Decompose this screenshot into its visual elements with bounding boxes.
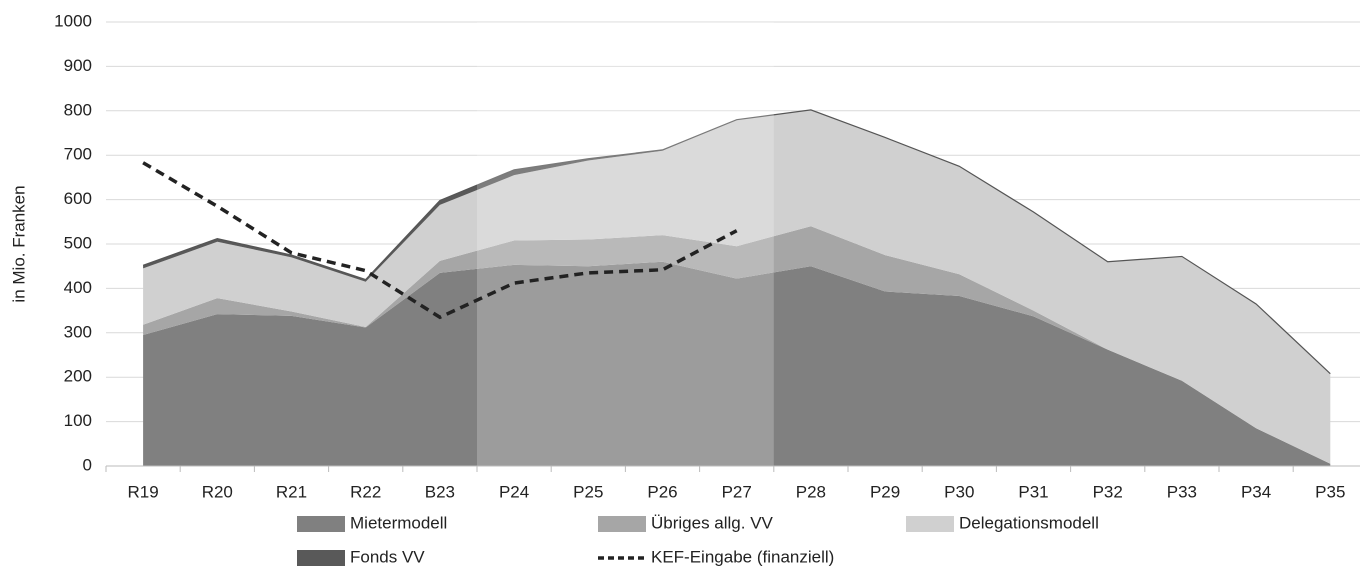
highlight <box>477 22 774 466</box>
x-tick-label: P29 <box>870 482 900 501</box>
y-tick-label: 200 <box>64 367 92 386</box>
x-tick-label: P35 <box>1315 482 1345 501</box>
legend-label: Übriges allg. VV <box>651 513 774 532</box>
x-tick-label: P27 <box>722 482 752 501</box>
y-tick-label: 600 <box>64 189 92 208</box>
y-tick-label: 500 <box>64 233 92 252</box>
x-tick-label: P31 <box>1018 482 1048 501</box>
y-tick-label: 400 <box>64 278 92 297</box>
y-axis-label: in Mio. Franken <box>9 185 28 302</box>
legend-swatch <box>297 550 345 566</box>
area <box>143 226 1331 464</box>
x-tick-label: R21 <box>276 482 307 501</box>
x-tick-label: R20 <box>202 482 233 501</box>
y-tick-label: 100 <box>64 411 92 430</box>
x-tick-label: P25 <box>573 482 603 501</box>
x-tick-label: P32 <box>1093 482 1123 501</box>
y-tick-label: 800 <box>64 100 92 119</box>
legend-label: Mietermodell <box>350 513 447 532</box>
area <box>143 261 1331 466</box>
y-tick-label: 300 <box>64 322 92 341</box>
legend-swatch <box>906 516 954 532</box>
area <box>143 109 1331 464</box>
x-tick-label: P28 <box>796 482 826 501</box>
legend-swatch <box>297 516 345 532</box>
x-tick-label: P33 <box>1167 482 1197 501</box>
legend-label: Delegationsmodell <box>959 513 1099 532</box>
legend-swatch <box>598 516 646 532</box>
x-tick-label: P24 <box>499 482 529 501</box>
area-outline <box>142 109 1331 375</box>
line <box>142 161 738 320</box>
x-tick-label: B23 <box>425 482 455 501</box>
x-tick-label: R22 <box>350 482 381 501</box>
y-tick-label: 1000 <box>54 11 92 30</box>
x-tick-label: P30 <box>944 482 974 501</box>
x-tick-label: P34 <box>1241 482 1271 501</box>
y-tick-label: 900 <box>64 56 92 75</box>
x-tick-label: R19 <box>128 482 159 501</box>
legend-label: KEF-Eingabe (finanziell) <box>651 547 834 566</box>
y-tick-label: 700 <box>64 145 92 164</box>
legend-label: Fonds VV <box>350 547 425 566</box>
x-tick-label: P26 <box>647 482 677 501</box>
y-tick-label: 0 <box>83 455 92 474</box>
